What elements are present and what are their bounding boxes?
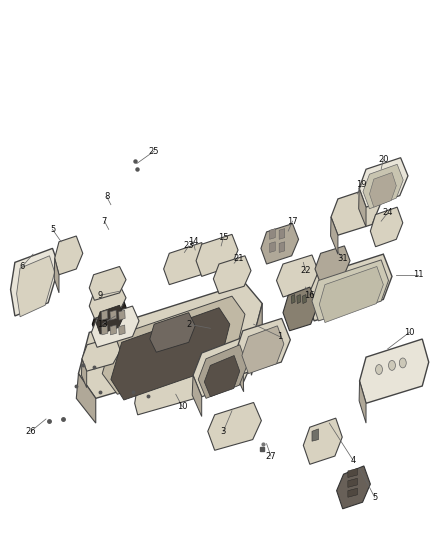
Polygon shape xyxy=(196,235,238,277)
Polygon shape xyxy=(110,310,117,320)
Polygon shape xyxy=(337,466,371,509)
Polygon shape xyxy=(101,325,108,335)
Polygon shape xyxy=(204,356,240,397)
Ellipse shape xyxy=(399,358,406,368)
Polygon shape xyxy=(92,301,129,338)
Polygon shape xyxy=(82,336,120,371)
Polygon shape xyxy=(315,246,350,284)
Text: 31: 31 xyxy=(337,254,348,263)
Text: 11: 11 xyxy=(413,270,423,279)
Text: 5: 5 xyxy=(372,492,377,502)
Polygon shape xyxy=(276,255,318,297)
Text: 22: 22 xyxy=(300,266,311,275)
Polygon shape xyxy=(348,488,357,497)
Text: 27: 27 xyxy=(265,451,276,461)
Polygon shape xyxy=(312,260,389,321)
Polygon shape xyxy=(370,173,396,207)
Polygon shape xyxy=(312,429,318,441)
Polygon shape xyxy=(306,254,392,321)
Text: 1: 1 xyxy=(277,332,282,341)
Polygon shape xyxy=(283,287,318,331)
Polygon shape xyxy=(319,266,383,322)
Polygon shape xyxy=(291,295,295,304)
Text: 10: 10 xyxy=(177,402,187,411)
Polygon shape xyxy=(249,304,262,375)
Text: 9: 9 xyxy=(97,291,102,300)
Text: 5: 5 xyxy=(50,225,55,234)
Text: 25: 25 xyxy=(149,147,159,156)
Polygon shape xyxy=(242,326,284,374)
Text: 21: 21 xyxy=(233,254,244,263)
Polygon shape xyxy=(102,296,245,394)
Polygon shape xyxy=(192,375,202,416)
Ellipse shape xyxy=(96,293,120,311)
Text: 7: 7 xyxy=(102,217,107,225)
Polygon shape xyxy=(89,266,126,300)
Polygon shape xyxy=(270,229,275,239)
Polygon shape xyxy=(331,188,380,235)
Polygon shape xyxy=(371,207,403,247)
Polygon shape xyxy=(54,259,59,293)
Polygon shape xyxy=(261,224,299,264)
Polygon shape xyxy=(297,295,301,304)
Polygon shape xyxy=(198,345,247,398)
Ellipse shape xyxy=(318,430,334,453)
Text: 14: 14 xyxy=(188,237,198,246)
Polygon shape xyxy=(359,188,366,227)
Text: 17: 17 xyxy=(287,217,298,225)
Polygon shape xyxy=(304,418,342,464)
Polygon shape xyxy=(150,313,195,352)
Text: 8: 8 xyxy=(104,192,109,201)
Text: 26: 26 xyxy=(25,427,36,436)
Polygon shape xyxy=(235,353,244,392)
Polygon shape xyxy=(348,478,357,487)
Text: 15: 15 xyxy=(218,233,229,242)
Polygon shape xyxy=(213,256,251,294)
Text: 16: 16 xyxy=(304,291,315,300)
Polygon shape xyxy=(92,306,139,348)
Polygon shape xyxy=(193,337,253,397)
Text: 19: 19 xyxy=(357,180,367,189)
Polygon shape xyxy=(101,310,108,320)
Polygon shape xyxy=(81,359,87,387)
Polygon shape xyxy=(119,325,125,335)
Polygon shape xyxy=(110,325,117,335)
Text: 2: 2 xyxy=(186,320,191,329)
Polygon shape xyxy=(236,318,290,374)
Text: 3: 3 xyxy=(221,427,226,436)
Polygon shape xyxy=(348,469,357,478)
Polygon shape xyxy=(279,229,285,239)
Text: 13: 13 xyxy=(97,320,108,329)
Polygon shape xyxy=(55,236,83,274)
Ellipse shape xyxy=(389,360,396,370)
Polygon shape xyxy=(89,285,126,318)
Text: 24: 24 xyxy=(382,208,393,217)
Polygon shape xyxy=(279,242,285,253)
Polygon shape xyxy=(17,256,55,317)
Text: 4: 4 xyxy=(350,456,356,465)
Polygon shape xyxy=(11,248,59,316)
Polygon shape xyxy=(134,372,200,415)
Text: 10: 10 xyxy=(404,328,414,337)
Text: 6: 6 xyxy=(20,262,25,271)
Polygon shape xyxy=(270,242,275,253)
Ellipse shape xyxy=(96,274,120,293)
Polygon shape xyxy=(359,158,408,207)
Polygon shape xyxy=(360,339,429,403)
Text: 20: 20 xyxy=(378,155,389,164)
Polygon shape xyxy=(111,308,230,400)
Polygon shape xyxy=(303,295,306,304)
Polygon shape xyxy=(331,217,338,254)
Text: 23: 23 xyxy=(184,241,194,251)
Polygon shape xyxy=(76,374,96,423)
Polygon shape xyxy=(363,164,403,209)
Polygon shape xyxy=(208,402,261,450)
Polygon shape xyxy=(96,305,124,334)
Polygon shape xyxy=(359,381,366,423)
Polygon shape xyxy=(78,283,262,398)
Polygon shape xyxy=(164,243,208,285)
Polygon shape xyxy=(119,310,125,320)
Ellipse shape xyxy=(375,365,382,375)
